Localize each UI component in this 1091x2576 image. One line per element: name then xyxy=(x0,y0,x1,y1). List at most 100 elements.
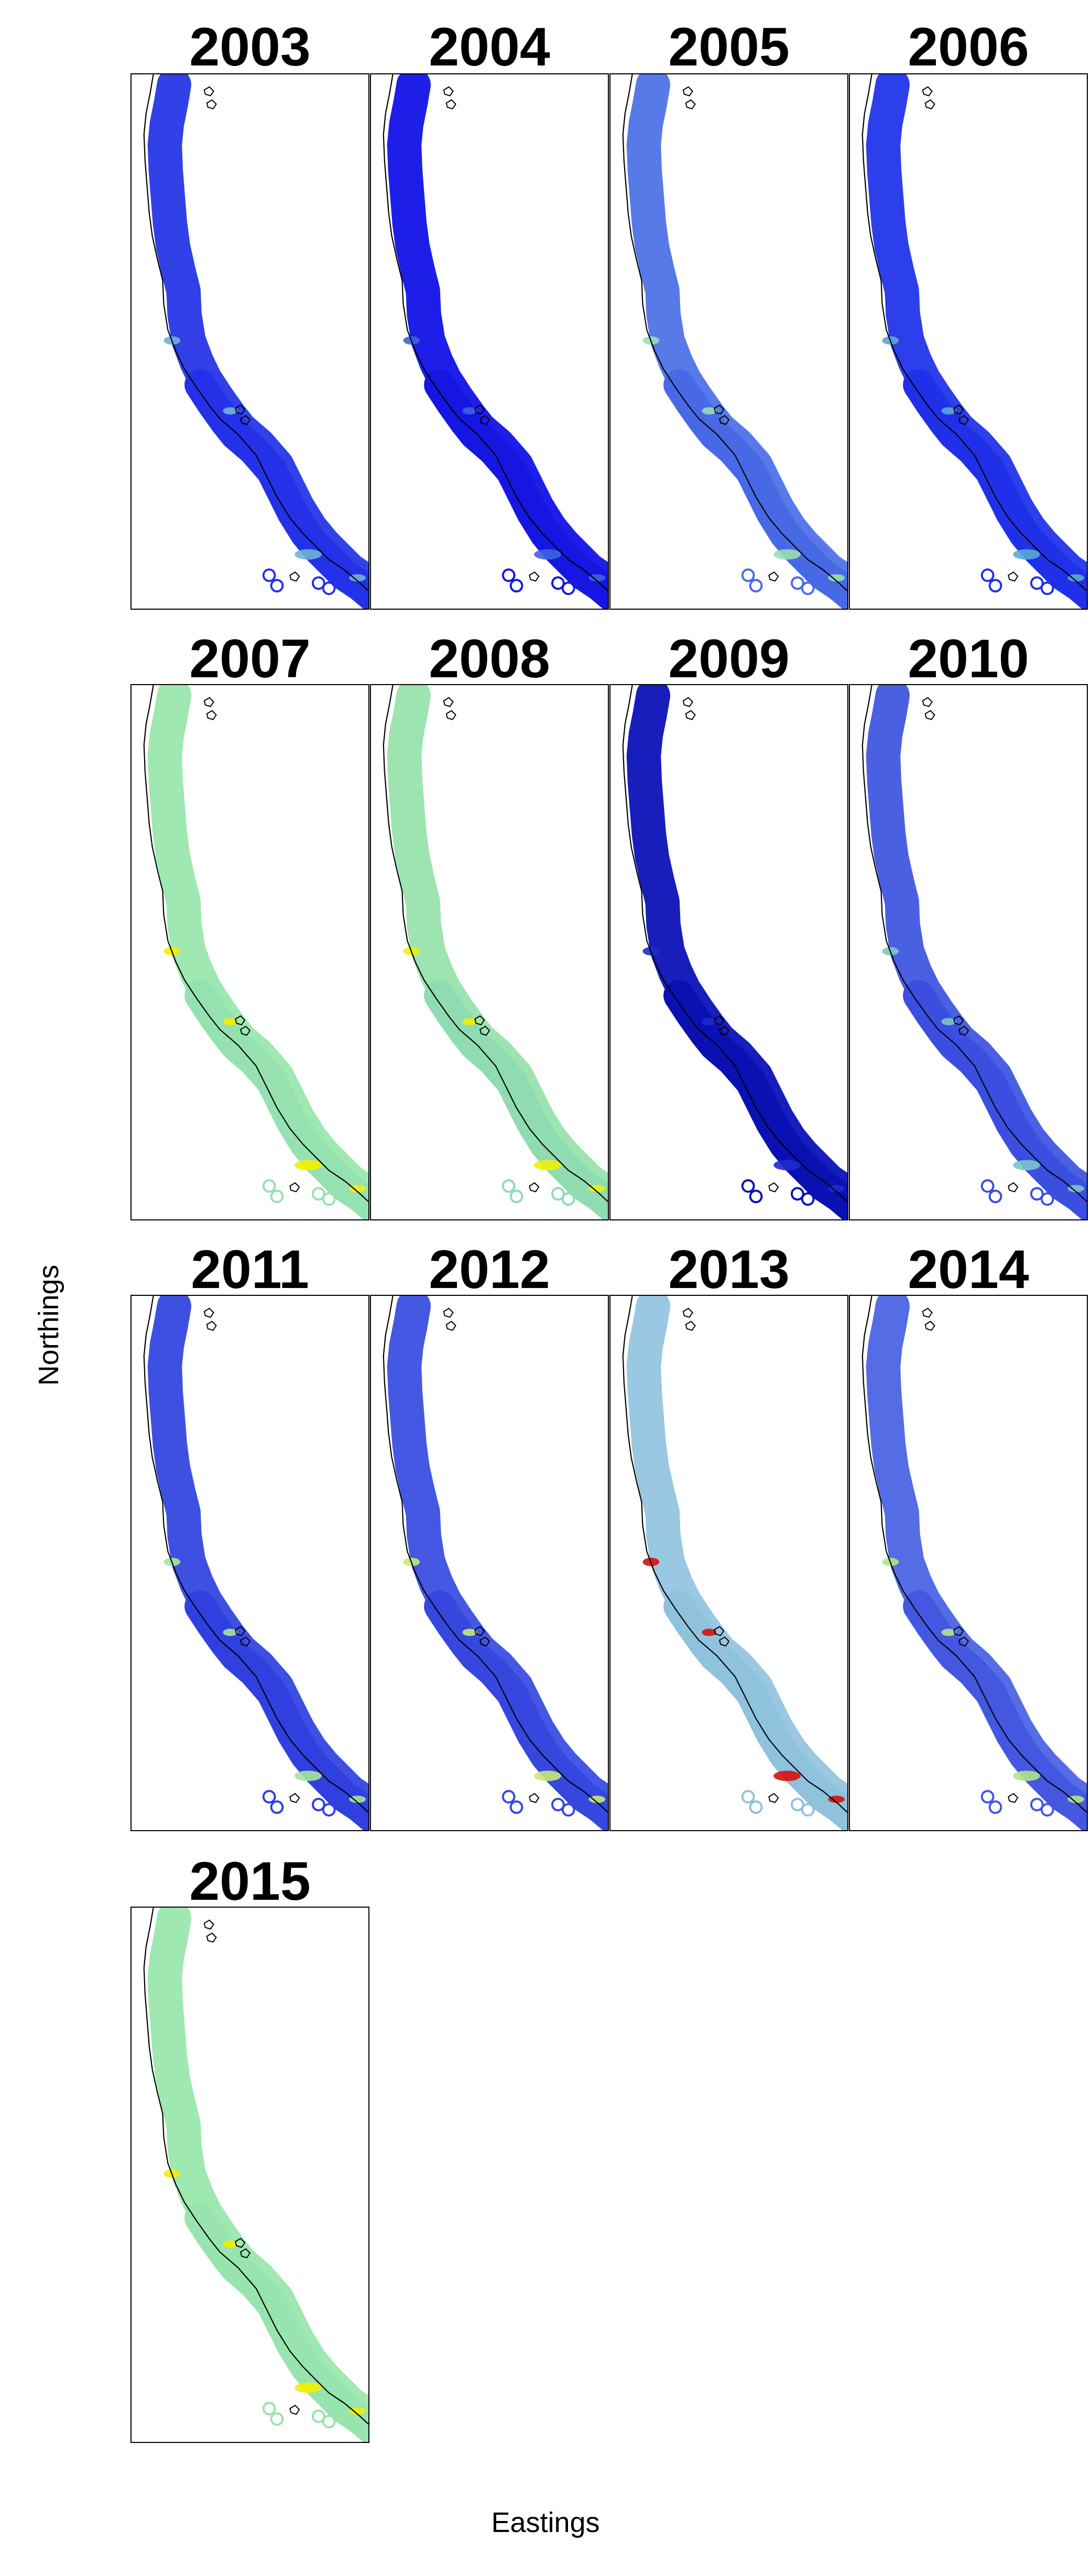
survey-track-south xyxy=(184,2202,368,2442)
coastline xyxy=(622,685,847,1202)
survey-circle xyxy=(980,568,995,582)
survey-circle xyxy=(561,1803,575,1817)
survey-circle xyxy=(1066,1803,1081,1817)
island-outline xyxy=(953,1626,964,1636)
survey-circle xyxy=(311,1187,325,1201)
survey-circle xyxy=(322,1803,336,1817)
survey-circle xyxy=(270,2412,284,2426)
hotspot-patch xyxy=(223,1018,238,1026)
survey-circle xyxy=(577,1187,591,1201)
map-panel-2004 xyxy=(370,73,609,610)
map-panel-2003 xyxy=(130,73,369,610)
panel-title-2007: 2007 xyxy=(189,629,311,689)
survey-circle xyxy=(262,1179,276,1193)
survey-circle xyxy=(801,1192,815,1206)
map-panel-2008 xyxy=(370,684,609,1220)
island-outline xyxy=(685,710,696,720)
panel-title-2010: 2010 xyxy=(908,629,1029,689)
island-outline xyxy=(714,1015,725,1026)
survey-circle xyxy=(262,1790,276,1804)
survey-circle xyxy=(1030,1798,1044,1812)
island-outline xyxy=(922,697,933,708)
hotspot-patch xyxy=(294,2382,322,2393)
survey-circle xyxy=(262,2402,276,2416)
survey-circle xyxy=(790,1798,804,1812)
survey-circle xyxy=(816,576,831,590)
survey-circle xyxy=(827,1192,841,1206)
map-panel-2010 xyxy=(849,684,1088,1220)
panel-title-2009: 2009 xyxy=(668,629,790,689)
survey-circle xyxy=(270,1800,284,1814)
survey-circle xyxy=(1030,1187,1044,1201)
island-outline xyxy=(924,99,935,109)
coastline xyxy=(861,1296,1087,1813)
survey-circle xyxy=(509,1190,523,1204)
survey-circle xyxy=(348,1192,362,1206)
survey-circle xyxy=(749,1190,763,1204)
island-outline xyxy=(924,1320,935,1331)
island-outline xyxy=(953,404,964,415)
hotspot-patch xyxy=(773,549,801,560)
coastline xyxy=(383,74,608,591)
hotspot-patch xyxy=(941,1628,956,1636)
hotspot-patch xyxy=(223,2240,238,2248)
map-svg-2007 xyxy=(143,685,368,1219)
island-outline xyxy=(479,1026,490,1036)
island-outline xyxy=(206,710,217,720)
hotspot-patch xyxy=(534,1160,561,1171)
island-outline xyxy=(206,1320,217,1331)
island-outline xyxy=(1008,1182,1019,1193)
hotspot-patch xyxy=(1067,1796,1085,1803)
hotspot-patch xyxy=(1013,1770,1040,1781)
hotspot-patch xyxy=(588,1185,606,1193)
map-svg-2005 xyxy=(622,74,847,609)
survey-track-south xyxy=(424,1590,608,1830)
hotspot-patch xyxy=(1067,1185,1085,1193)
survey-circle xyxy=(577,1798,591,1812)
hotspot-patch xyxy=(349,2407,366,2415)
survey-circle xyxy=(561,1192,575,1206)
hotspot-patch xyxy=(588,1796,606,1803)
hotspot-patch xyxy=(828,1185,845,1193)
island-outline xyxy=(445,710,456,720)
map-panel-2007 xyxy=(130,684,369,1220)
survey-circle xyxy=(741,1179,755,1193)
survey-track-band xyxy=(626,1296,847,1827)
map-panel-2011 xyxy=(130,1295,369,1831)
map-svg-2008 xyxy=(383,685,608,1219)
survey-circle xyxy=(790,576,804,590)
island-outline xyxy=(958,1026,969,1036)
coastline xyxy=(861,74,1087,591)
hotspot-patch xyxy=(349,1796,366,1803)
survey-track-band xyxy=(387,1296,608,1827)
survey-track-band xyxy=(147,1296,368,1827)
island-outline xyxy=(685,99,696,109)
island-outline xyxy=(203,1919,214,1930)
survey-circle xyxy=(348,2415,362,2429)
hotspot-patch xyxy=(702,1628,717,1636)
panel-title-2006: 2006 xyxy=(908,17,1029,78)
survey-circle xyxy=(587,1192,602,1206)
survey-circle xyxy=(270,579,284,593)
coastline xyxy=(861,685,1087,1202)
hotspot-patch xyxy=(294,549,322,560)
survey-circle xyxy=(322,581,336,596)
survey-circle xyxy=(749,579,763,593)
survey-circle xyxy=(988,1190,1002,1204)
survey-circle xyxy=(1056,1798,1070,1812)
survey-circle xyxy=(790,1187,804,1201)
survey-circle xyxy=(1040,1803,1054,1817)
island-outline xyxy=(529,1793,540,1803)
survey-circle xyxy=(980,1179,995,1193)
y-axis-label: Northings xyxy=(23,1220,75,1430)
map-panel-2013 xyxy=(609,1295,848,1831)
island-outline xyxy=(289,1793,300,1803)
island-outline xyxy=(529,571,540,582)
map-panel-2014 xyxy=(849,1295,1088,1831)
panel-title-2012: 2012 xyxy=(429,1239,550,1300)
island-outline xyxy=(443,1307,454,1318)
coastline xyxy=(383,1296,608,1813)
survey-circle xyxy=(1056,1187,1070,1201)
island-outline xyxy=(479,415,490,425)
island-outline xyxy=(203,697,214,708)
